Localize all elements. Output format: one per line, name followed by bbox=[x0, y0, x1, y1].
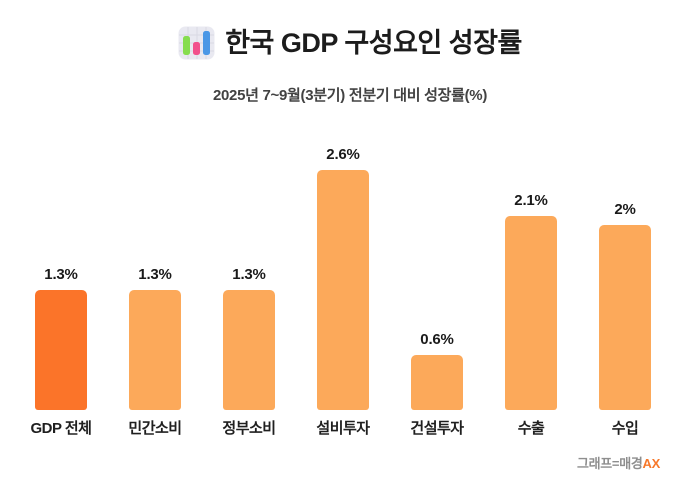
credit-suffix: AX bbox=[642, 456, 661, 471]
value-label: 2% bbox=[614, 201, 636, 218]
bar bbox=[223, 290, 275, 410]
value-label: 2.1% bbox=[514, 192, 548, 209]
value-label: 1.3% bbox=[232, 266, 266, 283]
bar bbox=[35, 290, 87, 410]
bar-column-6: 2.1% 수출 bbox=[484, 192, 578, 438]
chart-subtitle: 2025년 7~9월(3분기) 전분기 대비 성장률(%) bbox=[212, 87, 488, 104]
bar bbox=[129, 290, 181, 410]
bar-column-5: 0.6% 건설투자 bbox=[390, 331, 484, 438]
value-label: 0.6% bbox=[420, 331, 454, 348]
bar bbox=[599, 225, 651, 410]
value-label: 2.6% bbox=[326, 146, 360, 163]
category-label: GDP 전체 bbox=[30, 420, 92, 437]
bar-column-4: 2.6% 설비투자 bbox=[296, 146, 390, 438]
category-label: 수입 bbox=[611, 420, 639, 437]
bar-column-7: 2% 수입 bbox=[578, 201, 672, 438]
bar-column-2: 1.3% 민간소비 bbox=[108, 266, 202, 438]
category-label: 정부소비 bbox=[222, 420, 276, 437]
bar-column-3: 1.3% 정부소비 bbox=[202, 266, 296, 438]
category-label: 설비투자 bbox=[316, 420, 370, 437]
credit-prefix: 그래프=매경 bbox=[576, 456, 643, 471]
bar-chart-plot-area: 1.3% GDP 전체 1.3% 민간소비 1.3% 정부소비 2.6% 설비투자 0.6% 건설… bbox=[14, 146, 672, 438]
source-credit: 그래프=매경AX bbox=[577, 453, 660, 472]
bar-chart-emoji-icon bbox=[178, 26, 215, 60]
chart-header: 한국 GDP 구성요인 성장률 bbox=[0, 24, 700, 62]
value-label: 1.3% bbox=[44, 266, 78, 283]
value-label: 1.3% bbox=[138, 266, 172, 283]
bar-column-1: 1.3% GDP 전체 bbox=[14, 266, 108, 438]
category-label: 건설투자 bbox=[410, 420, 464, 437]
page-title: 한국 GDP 구성요인 성장률 bbox=[225, 28, 522, 58]
bar bbox=[505, 216, 557, 410]
bar bbox=[411, 355, 463, 410]
category-label: 수출 bbox=[517, 420, 545, 437]
bar bbox=[317, 170, 369, 410]
category-label: 민간소비 bbox=[128, 420, 182, 437]
